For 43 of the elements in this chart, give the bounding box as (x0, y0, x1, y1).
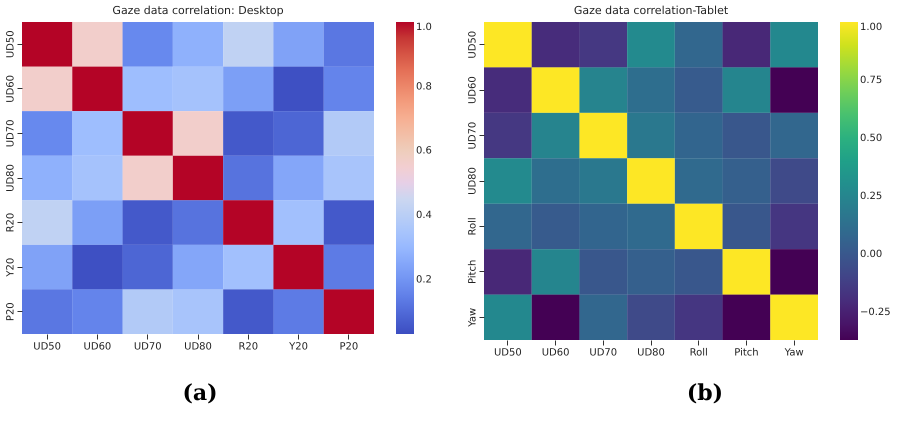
x-tick-label: Pitch (734, 348, 759, 358)
x-tick-label: UD60 (84, 342, 112, 352)
y-tick-label: Yaw (468, 308, 478, 328)
color-bar-label: 0.8 (416, 81, 432, 92)
color-bar-label: 1.00 (860, 22, 882, 33)
y-tick-label: UD60 (6, 74, 16, 103)
x-tick-label: UD70 (589, 348, 618, 358)
y-tick-label: UD50 (468, 30, 478, 59)
y-tick-label: UD60 (468, 76, 478, 104)
y-tick-label: Pitch (468, 260, 478, 284)
y-tick-label: R20 (6, 212, 16, 232)
y-tick-label: UD70 (6, 120, 16, 148)
x-tick-label: UD50 (494, 348, 522, 358)
y-tick-label: Y20 (6, 258, 16, 278)
y-tick-label: UD70 (468, 122, 478, 150)
color-bar-label: 0.00 (860, 249, 882, 260)
color-bar-label: 0.75 (860, 75, 882, 86)
color-bar-label: 0.2 (416, 274, 432, 286)
x-tick-label: UD70 (134, 342, 162, 352)
x-tick-label: UD50 (33, 342, 62, 352)
color-bar-label: 0.6 (416, 146, 432, 157)
x-tick-label: Y20 (288, 342, 308, 352)
color-bar-label: 0.4 (416, 210, 432, 221)
x-tick-label: Yaw (784, 348, 804, 358)
y-tick-label: UD80 (6, 164, 16, 192)
chart-title: Gaze data correlation-Tablet (574, 4, 729, 17)
x-tick-label: P20 (339, 342, 358, 352)
x-tick-label: UD80 (184, 342, 212, 352)
text: (a) (181, 380, 219, 406)
x-tick-label: UD80 (637, 348, 665, 358)
color-bar-label: 1.0 (416, 22, 432, 33)
chart-title: Gaze data correlation: Desktop (112, 4, 284, 17)
x-tick-label: R20 (238, 342, 258, 352)
y-tick-label: UD80 (468, 167, 478, 195)
y-tick-label: Roll (468, 217, 478, 236)
x-tick-label: UD60 (542, 348, 570, 358)
y-tick-label: UD50 (6, 30, 16, 58)
text: (b) (686, 380, 724, 406)
x-tick-label: Roll (690, 348, 708, 358)
y-tick-label: P20 (6, 302, 16, 322)
color-bar-label: 0.50 (860, 133, 882, 144)
color-bar-label: −0.25 (860, 307, 891, 318)
color-bar-label: 0.25 (860, 191, 882, 202)
